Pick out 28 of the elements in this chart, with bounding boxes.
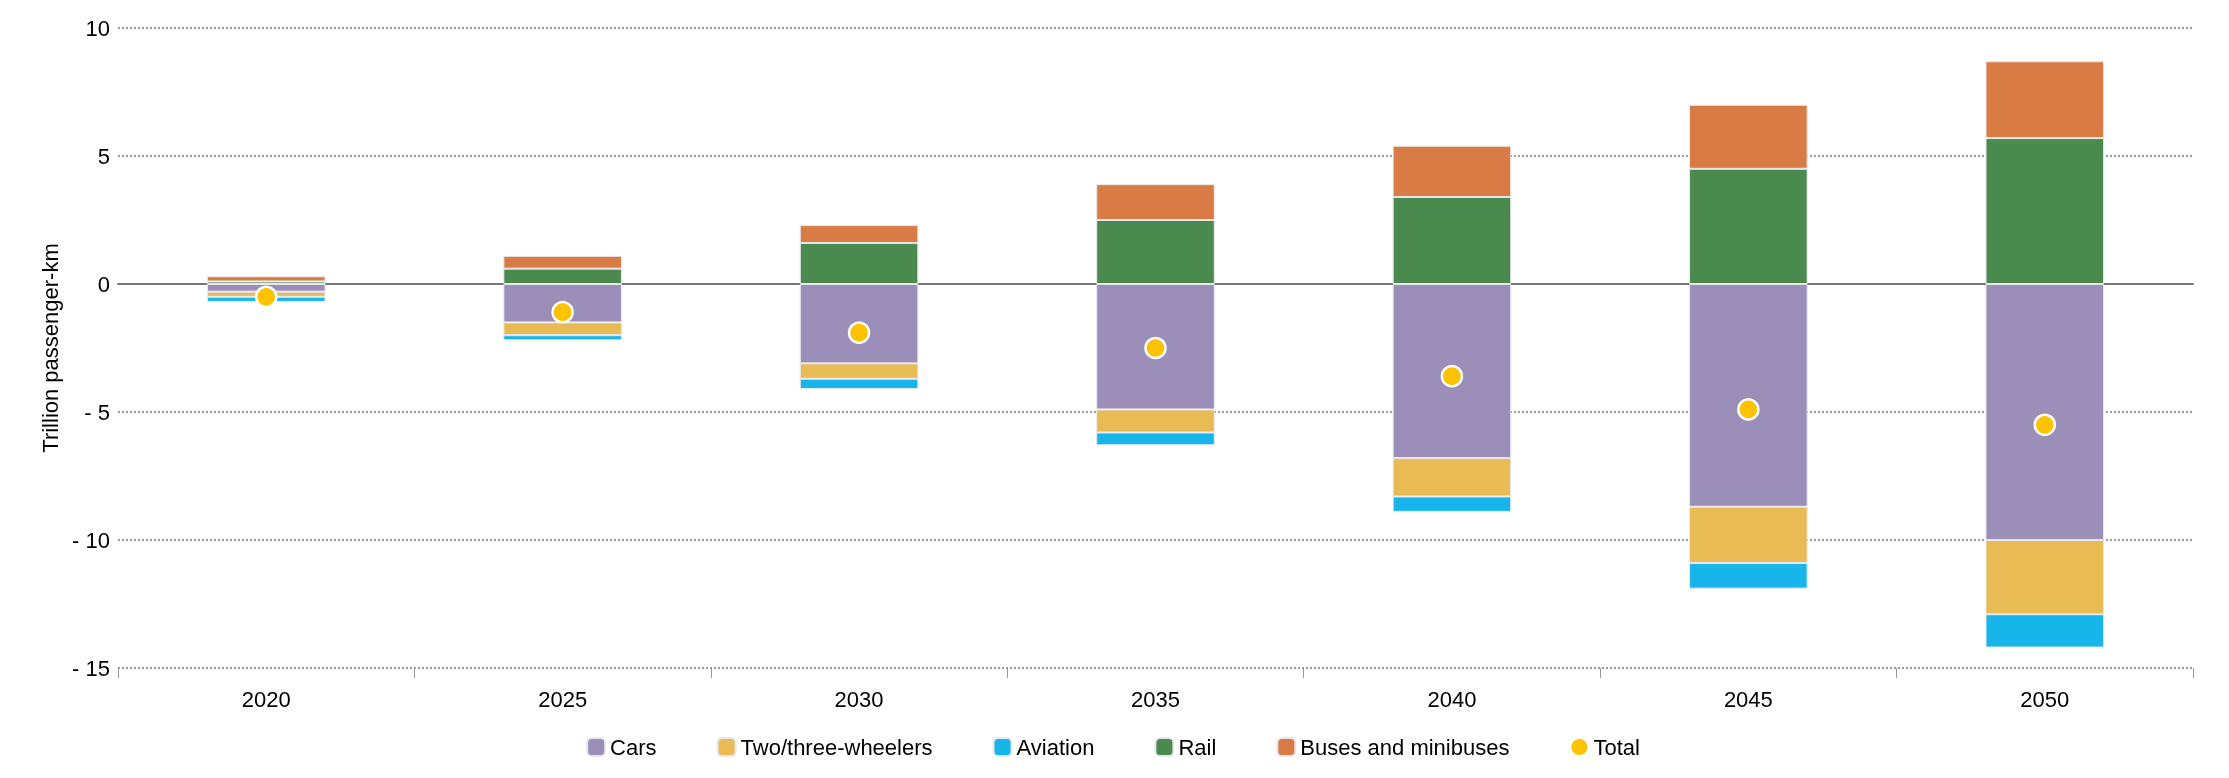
- legend-label: Cars: [610, 734, 657, 760]
- y-tick-label: - 10: [72, 527, 110, 553]
- y-tick-label: 5: [97, 143, 110, 169]
- legend-label: Rail: [1178, 734, 1217, 760]
- legend-label: Aviation: [1016, 734, 1095, 760]
- legend-label: Total: [1593, 734, 1640, 760]
- x-tick-label: 2040: [1427, 686, 1477, 712]
- x-tick-label: 2020: [241, 686, 291, 712]
- legend-label: Buses and minibuses: [1300, 734, 1510, 760]
- point: [1440, 364, 1464, 388]
- x-tick-label: 2045: [1723, 686, 1773, 712]
- y-tick-label: - 15: [72, 655, 110, 681]
- point: [847, 321, 871, 344]
- point: [1144, 336, 1167, 360]
- y-tick-label: 10: [85, 15, 110, 41]
- point: [551, 300, 574, 324]
- y-axis-title: Trillion passenger-km: [37, 243, 63, 453]
- x-tick-label: 2025: [538, 686, 588, 712]
- x-tick-label: 2050: [2020, 686, 2070, 712]
- y-tick-label: - 5: [84, 399, 110, 425]
- bar: [206, 276, 326, 282]
- x-tick-label: 2030: [834, 686, 884, 712]
- legend-label: Two/three-wheelers: [740, 734, 933, 760]
- x-tick-label: 2035: [1131, 686, 1180, 712]
- y-tick-label: 0: [97, 271, 110, 297]
- point: [2033, 413, 2057, 437]
- point: [1737, 398, 1760, 421]
- point: [254, 285, 278, 309]
